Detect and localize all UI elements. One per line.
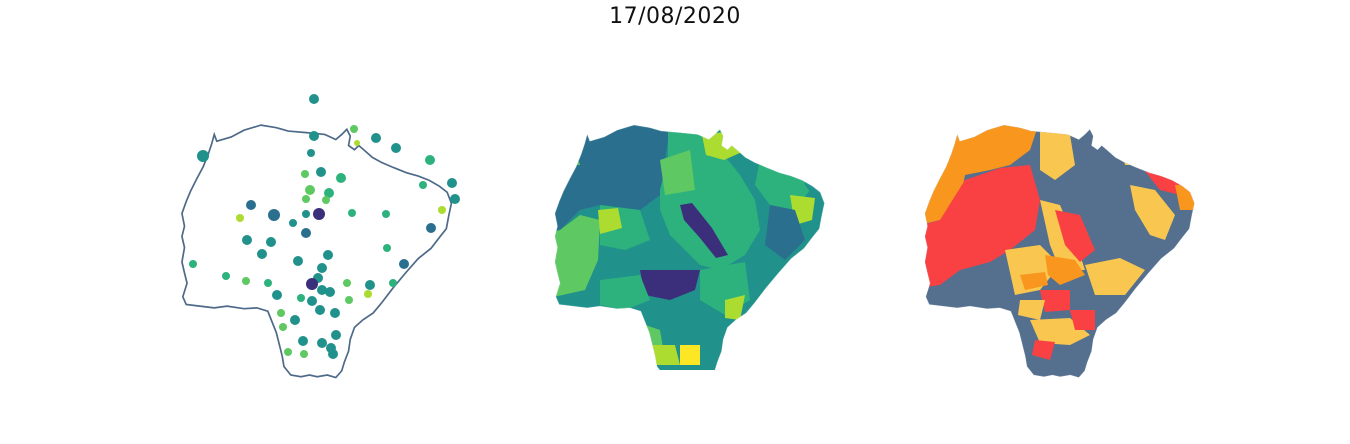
city-point <box>266 237 276 247</box>
city-point <box>246 200 256 210</box>
city-point <box>306 278 318 290</box>
city-point <box>277 309 285 317</box>
city-point <box>298 336 308 346</box>
region-center-orange <box>1045 255 1085 285</box>
region-west-lime <box>598 208 622 234</box>
region-far-south-red <box>1032 340 1055 360</box>
region-far-south-lime <box>650 345 680 365</box>
city-point <box>289 219 297 227</box>
state-outline <box>181 124 453 379</box>
region-north-red <box>1040 125 1085 130</box>
city-point <box>389 279 397 287</box>
city-point <box>438 206 446 214</box>
region-center-red <box>1055 210 1095 262</box>
region-south-teal <box>650 300 710 345</box>
region-center-north-green <box>660 150 695 195</box>
region-southeast-blue <box>765 205 805 260</box>
city-point <box>382 210 390 218</box>
city-point <box>279 323 287 331</box>
region-north-red-b <box>1105 125 1130 140</box>
region-south-dark <box>640 270 700 300</box>
city-point <box>316 167 326 177</box>
city-point <box>350 125 358 133</box>
city-point <box>317 263 327 273</box>
city-point <box>354 140 360 146</box>
city-point <box>399 259 409 269</box>
region-east-yellow <box>1130 185 1175 240</box>
region-far-south-yellow <box>680 345 700 365</box>
region-south-red-b <box>1070 310 1095 330</box>
city-point <box>268 209 280 221</box>
city-point <box>302 210 310 218</box>
city-point <box>197 150 209 162</box>
city-point <box>242 235 252 245</box>
region-west-red <box>924 165 1040 290</box>
city-point <box>284 348 292 356</box>
city-point <box>293 256 303 266</box>
city-point <box>317 338 327 348</box>
city-point <box>242 277 250 285</box>
region-north-yellow <box>684 98 716 121</box>
city-point <box>336 173 346 183</box>
city-point <box>343 279 351 287</box>
city-point <box>307 149 315 157</box>
city-point <box>297 294 305 302</box>
city-point <box>328 349 338 359</box>
region-south-lime <box>725 295 745 320</box>
region-south-red-a <box>1040 290 1070 312</box>
city-point <box>322 196 330 204</box>
city-point <box>309 131 319 141</box>
city-point <box>324 188 334 198</box>
city-point <box>348 209 356 217</box>
point-map-markers <box>189 94 460 359</box>
city-point <box>300 350 308 358</box>
viridis-choropleth <box>554 98 825 378</box>
city-point <box>290 315 300 325</box>
city-point <box>426 223 436 233</box>
region-central-dark <box>680 203 728 258</box>
region-south-green <box>600 275 650 310</box>
city-point <box>301 228 311 238</box>
city-point <box>222 272 230 280</box>
city-point <box>305 185 315 195</box>
city-point <box>419 181 427 189</box>
city-point <box>189 260 197 268</box>
city-point <box>272 290 282 300</box>
city-point <box>317 285 327 295</box>
city-point <box>236 214 244 222</box>
city-point <box>302 195 310 203</box>
category-choropleth <box>924 124 1195 378</box>
point-map <box>181 124 453 379</box>
region-northwest-orange <box>924 125 1040 230</box>
city-point <box>371 133 381 143</box>
region-north-yellow-a <box>1040 130 1075 180</box>
city-point <box>257 249 267 259</box>
city-point <box>364 290 372 298</box>
city-point <box>264 279 272 287</box>
city-point <box>325 287 335 297</box>
region-southeast-yellow <box>1085 258 1145 295</box>
city-point <box>315 305 325 315</box>
figure-title: 17/08/2020 <box>609 4 741 29</box>
city-point <box>323 250 333 260</box>
city-point <box>330 308 340 318</box>
city-point <box>345 296 353 304</box>
city-point <box>425 155 435 165</box>
city-point <box>301 170 309 178</box>
city-point <box>309 94 319 104</box>
city-point <box>331 330 341 340</box>
region-north-green <box>710 125 748 132</box>
city-point <box>307 296 317 306</box>
city-point <box>313 208 325 220</box>
city-point <box>391 143 401 153</box>
city-point <box>383 244 391 252</box>
region-south-orange <box>1020 272 1048 290</box>
city-point <box>447 178 457 188</box>
region-northwest <box>554 125 668 235</box>
region-south-yellow-a <box>1018 300 1045 320</box>
city-point <box>365 280 375 290</box>
city-point <box>450 194 460 204</box>
